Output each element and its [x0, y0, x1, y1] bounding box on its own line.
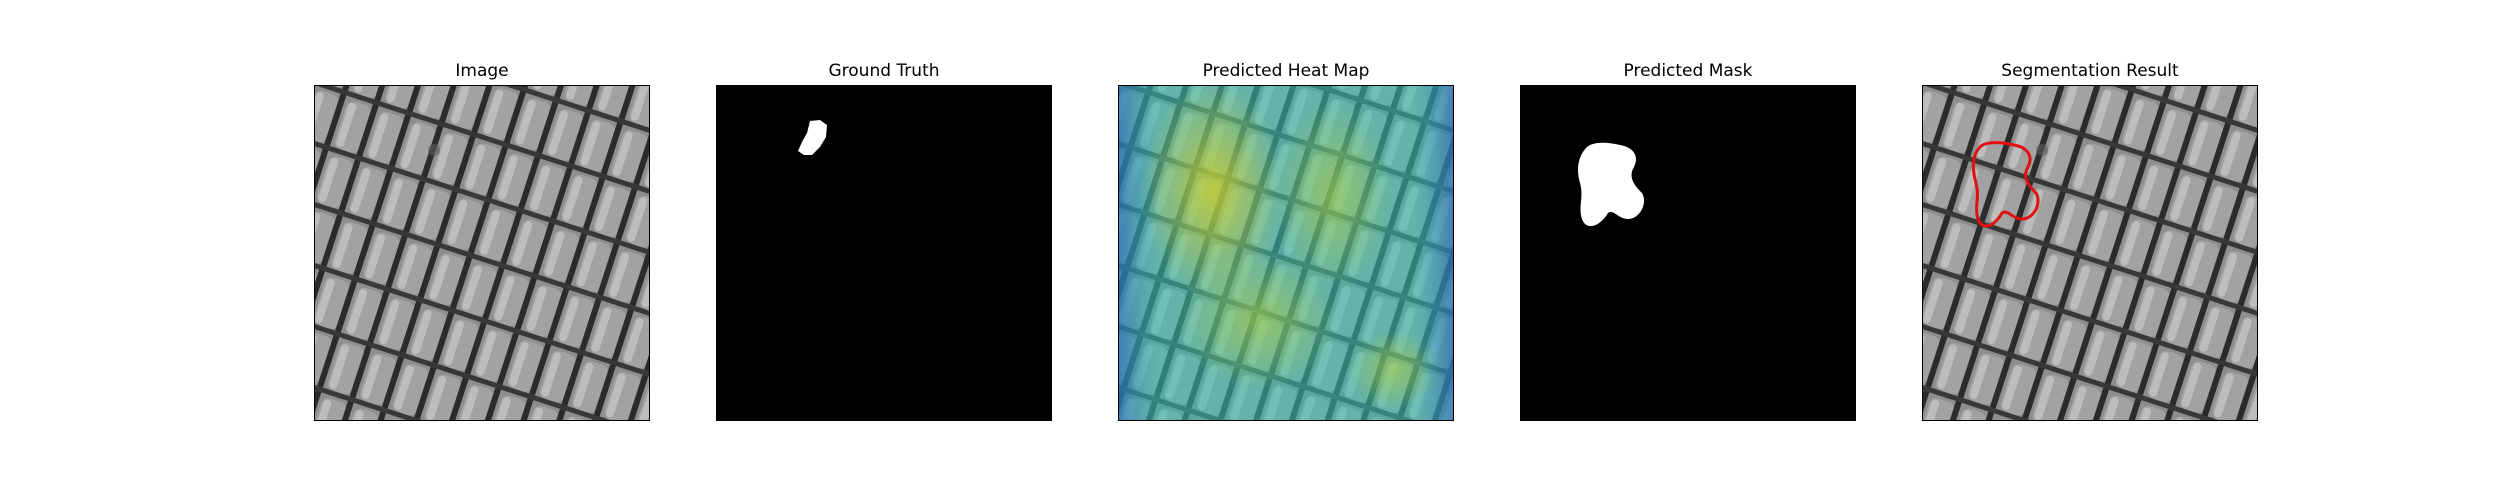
- predicted-mask-region: [1578, 142, 1645, 227]
- ground-truth-region: [798, 120, 827, 155]
- heat-map-overlay: [1118, 85, 1454, 421]
- panel-title-segmentation-result: Segmentation Result: [2001, 61, 2179, 81]
- panel-title-heat-map: Predicted Heat Map: [1202, 61, 1370, 81]
- predicted-mask-panel: [1520, 85, 1856, 421]
- predicted-mask: [1520, 85, 1856, 421]
- image-panel: [314, 85, 650, 421]
- segmentation-contour: [1971, 141, 2040, 228]
- heat-map-panel: [1118, 85, 1454, 421]
- panel-title-image: Image: [455, 61, 509, 81]
- ground-truth-panel: [716, 85, 1052, 421]
- panel-title-predicted-mask: Predicted Mask: [1623, 61, 1753, 81]
- ground-truth-mask: [716, 85, 1052, 421]
- segmentation-overlay: [1922, 85, 2258, 421]
- image-texture: [314, 85, 650, 421]
- panel-title-ground-truth: Ground Truth: [828, 61, 940, 81]
- segmentation-result-panel: [1922, 85, 2258, 421]
